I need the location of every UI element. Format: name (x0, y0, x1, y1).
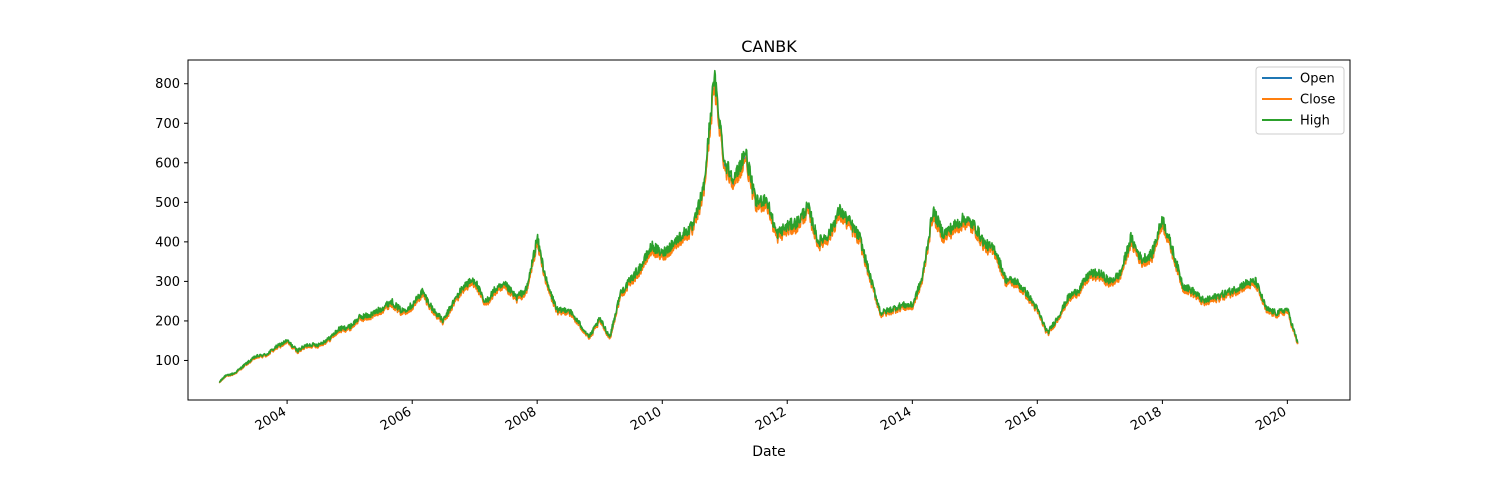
series-line-close (218, 79, 1299, 384)
plot-area-frame (187, 59, 1351, 401)
legend: Open Close High (1255, 66, 1345, 135)
y-tick-label: 400 (155, 235, 180, 250)
y-axis: 100 200 300 400 500 600 700 800 (155, 77, 188, 369)
legend-label-open: Open (1300, 72, 1335, 87)
y-tick-label: 800 (155, 77, 180, 92)
series-line-high (218, 69, 1299, 383)
legend-label-close: Close (1300, 93, 1335, 108)
series-layer (218, 69, 1299, 384)
legend-label-high: High (1300, 114, 1330, 129)
y-tick-label: 100 (155, 354, 180, 369)
y-tick-label: 700 (155, 117, 180, 132)
y-tick-label: 600 (155, 156, 180, 171)
y-tick-label: 500 (155, 196, 180, 211)
legend-box (1255, 66, 1345, 135)
x-axis-title: Date (752, 444, 785, 460)
y-tick-label: 300 (155, 275, 180, 290)
chart-title: CANBK (741, 37, 797, 56)
y-tick-label: 200 (155, 314, 180, 329)
